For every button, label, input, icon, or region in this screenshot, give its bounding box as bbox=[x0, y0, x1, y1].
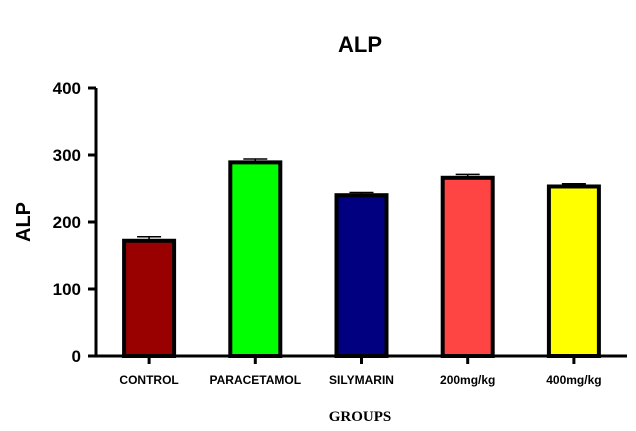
y-ticks-group: 0 100 200 300 400 bbox=[53, 79, 81, 366]
bar-1 bbox=[122, 238, 177, 358]
y-tick-label-3: 200 bbox=[53, 213, 81, 232]
bars-group bbox=[122, 160, 601, 358]
x-tick-label-3: SILYMARIN bbox=[329, 373, 394, 387]
bar-4 bbox=[440, 175, 495, 358]
x-tick-label-4: 200mg/kg bbox=[440, 373, 495, 387]
y-tick-label-5: 400 bbox=[53, 79, 81, 98]
x-ticks-group: CONTROL PARACETAMOL SILYMARIN 200mg/kg 400mg… bbox=[119, 373, 601, 387]
chart-title: ALP bbox=[338, 32, 382, 57]
y-tick-label-1: 0 bbox=[72, 347, 81, 366]
error-bars-group bbox=[137, 158, 586, 241]
bar-5 bbox=[546, 184, 601, 358]
y-tick-label-4: 300 bbox=[53, 146, 81, 165]
x-tick-label-5: 400mg/kg bbox=[546, 373, 601, 387]
x-axis-label: GROUPS bbox=[329, 409, 392, 425]
y-axis-label: ALP bbox=[13, 202, 35, 242]
axes-group bbox=[88, 86, 627, 364]
bar-3 bbox=[334, 193, 389, 358]
y-tick-label-2: 100 bbox=[53, 280, 81, 299]
x-tick-label-2: PARACETAMOL bbox=[210, 373, 302, 387]
x-tick-label-1: CONTROL bbox=[119, 373, 178, 387]
bar-2 bbox=[228, 160, 283, 358]
